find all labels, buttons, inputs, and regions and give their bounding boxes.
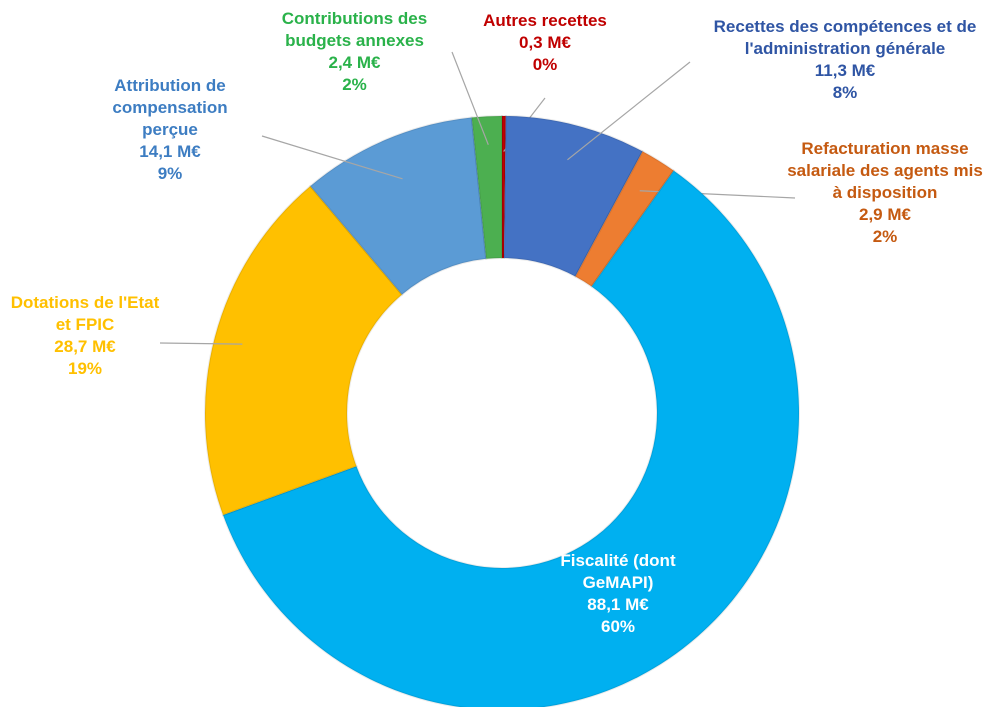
value-label: 88,1 M€ xyxy=(587,595,649,614)
donut-slice xyxy=(204,184,404,517)
percent-label: 9% xyxy=(157,164,183,183)
data-label: Dotations de l'Etat et FPIC 28,7 M€ 19% xyxy=(10,292,160,380)
data-label: Autres recettes 0,3 M€ 0% xyxy=(460,10,630,76)
data-label: Refacturation masse salariale des agents… xyxy=(785,138,985,248)
leader-line xyxy=(159,342,243,345)
donut-slice xyxy=(470,114,503,260)
leader-line xyxy=(261,135,403,180)
category-label: Refacturation masse salariale des agents… xyxy=(787,139,983,202)
percent-label: 0% xyxy=(532,55,558,74)
category-label: Fiscalité (dont GeMAPI) xyxy=(560,551,676,592)
value-label: 14,1 M€ xyxy=(139,142,201,161)
percent-label: 8% xyxy=(832,83,858,102)
percent-label: 2% xyxy=(872,227,898,246)
value-label: 2,4 M€ xyxy=(328,53,381,72)
data-label: Fiscalité (dont GeMAPI) 88,1 M€ 60% xyxy=(552,550,684,638)
percent-label: 60% xyxy=(600,617,636,636)
category-label: Autres recettes xyxy=(483,11,607,30)
percent-label: 2% xyxy=(342,75,367,94)
donut-slice xyxy=(502,115,644,278)
data-label: Recettes des compétences et de l'adminis… xyxy=(690,16,998,104)
data-label: Attribution de compensation perçue 14,1 M… xyxy=(95,75,245,185)
leader-line xyxy=(567,61,691,161)
percent-label: 19% xyxy=(67,359,103,378)
category-label: Dotations de l'Etat et FPIC xyxy=(10,293,160,334)
value-label: 2,9 M€ xyxy=(859,205,911,224)
donut-slice xyxy=(501,114,507,260)
category-label: Contributions des budgets annexes xyxy=(281,9,428,50)
donut-slice xyxy=(308,116,488,297)
value-label: 0,3 M€ xyxy=(519,33,571,52)
value-label: 11,3 M€ xyxy=(814,61,876,80)
category-label: Recettes des compétences et de l'adminis… xyxy=(713,17,977,58)
leader-line xyxy=(451,51,489,145)
donut-slice xyxy=(221,169,800,707)
value-label: 28,7 M€ xyxy=(54,337,116,356)
data-label: Contributions des budgets annexes 2,4 M€ 2… xyxy=(262,8,447,96)
category-label: Attribution de compensation perçue xyxy=(112,76,228,139)
